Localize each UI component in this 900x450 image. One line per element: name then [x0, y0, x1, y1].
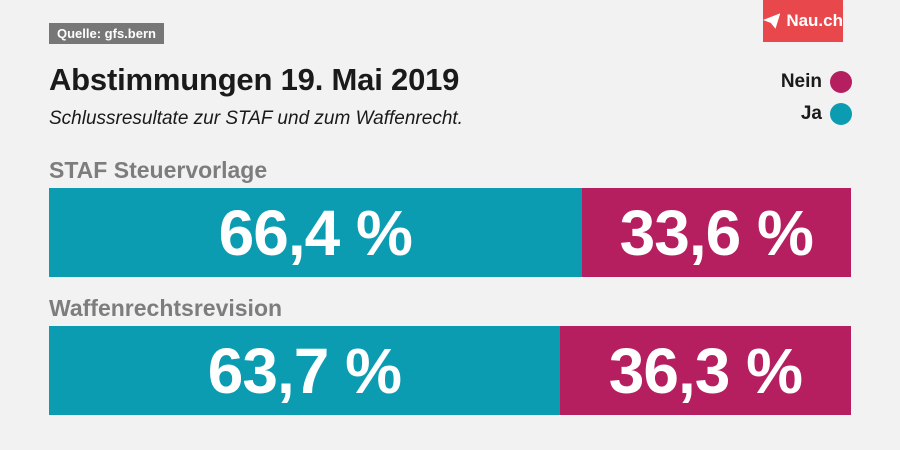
source-badge: Quelle: gfs.bern: [49, 23, 164, 44]
category-label-waffenrecht: Waffenrechtsrevision: [49, 295, 283, 321]
legend: Nein Ja: [781, 70, 852, 134]
legend-dot-ja: [830, 103, 852, 125]
bar-ja-waffenrecht: 63,7 %: [49, 326, 560, 415]
category-label-staf: STAF Steuervorlage: [49, 157, 268, 183]
paper-plane-icon: [763, 13, 781, 29]
bar-row-waffenrecht: 63,7 % 36,3 %: [49, 326, 851, 415]
legend-label-ja: Ja: [800, 103, 822, 124]
bar-ja-staf: 66,4 %: [49, 188, 582, 277]
legend-label-nein: Nein: [780, 71, 822, 92]
chart-title: Abstimmungen 19. Mai 2019: [49, 62, 460, 97]
brand-name: Nau.ch: [786, 11, 843, 30]
legend-item-nein: Nein: [781, 70, 852, 94]
legend-item-ja: Ja: [781, 102, 852, 126]
bar-nein-staf: 33,6 %: [581, 188, 851, 277]
bar-nein-waffenrecht: 36,3 %: [559, 326, 851, 415]
brand-logo[interactable]: Nau.ch: [763, 0, 843, 42]
chart-subtitle: Schlussresultate zur STAF und zum Waffen…: [49, 108, 463, 129]
bar-row-staf: 66,4 % 33,6 %: [49, 188, 851, 277]
legend-dot-nein: [830, 71, 852, 93]
